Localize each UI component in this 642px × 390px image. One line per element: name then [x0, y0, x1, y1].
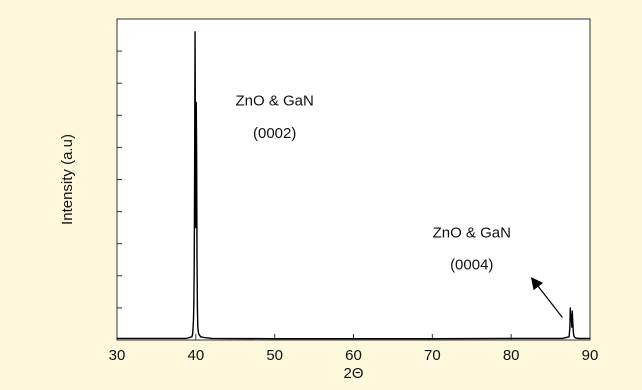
x-tick-label: 80 — [503, 347, 520, 364]
plot-area — [116, 18, 591, 341]
x-tick-label: 60 — [345, 347, 362, 364]
x-tick-label: 70 — [424, 347, 441, 364]
annotation-label: (0004) — [450, 256, 493, 273]
annotation-label: (0002) — [253, 125, 296, 142]
x-tick-label: 90 — [582, 347, 599, 364]
series-line-0 — [117, 31, 590, 340]
x-axis-label: 2Θ — [343, 365, 363, 382]
x-tick-label: 30 — [109, 347, 126, 364]
annotation-layer: ZnO & GaN (0002) ZnO & GaN (0004) — [235, 93, 563, 318]
annotation-label: ZnO & GaN — [433, 224, 511, 241]
series-layer — [117, 31, 590, 340]
y-axis-label: Intensity (a.u) — [59, 134, 76, 225]
arrow-annotation — [530, 277, 563, 318]
x-tick-label: 50 — [266, 347, 283, 364]
annotation-label: ZnO & GaN — [235, 93, 313, 110]
ticks-layer: 30 40 50 60 70 80 90 — [109, 50, 599, 364]
x-tick-label: 40 — [187, 347, 204, 364]
